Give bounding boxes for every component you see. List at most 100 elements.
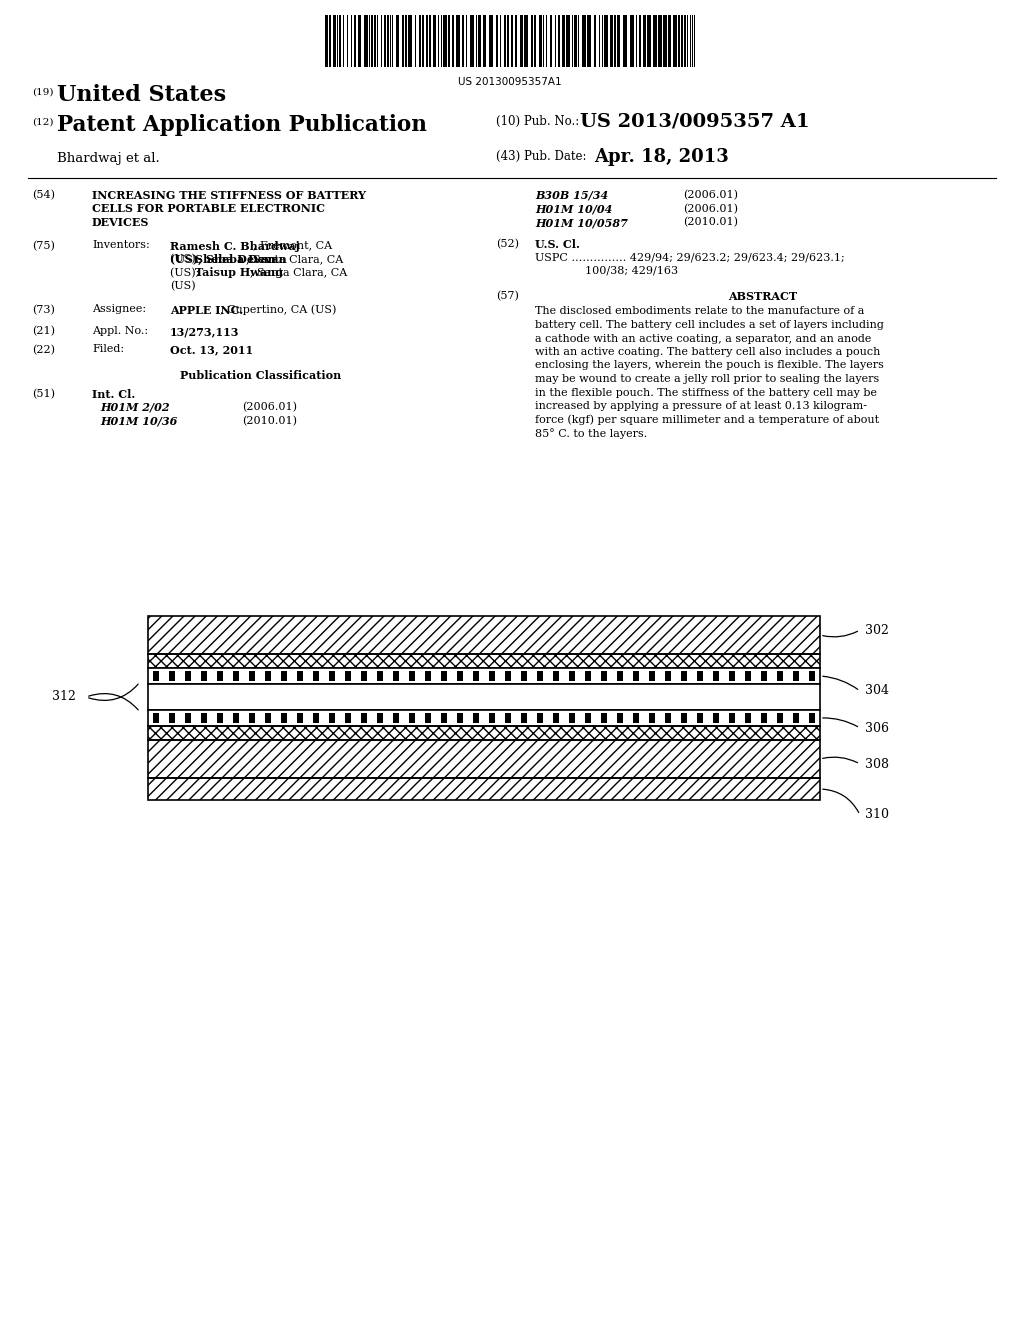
Text: (57): (57) <box>496 290 519 301</box>
Text: US 2013/0095357 A1: US 2013/0095357 A1 <box>580 112 810 129</box>
Bar <box>666 676 671 681</box>
Text: Oct. 13, 2011: Oct. 13, 2011 <box>170 345 253 355</box>
Bar <box>217 676 223 681</box>
Bar <box>649 713 654 718</box>
Text: (US);: (US); <box>170 268 203 277</box>
Bar <box>587 15 591 67</box>
Bar <box>393 713 398 718</box>
Bar <box>745 676 751 681</box>
Bar <box>633 713 639 718</box>
Bar <box>623 15 627 67</box>
Bar <box>681 15 683 67</box>
Bar <box>384 15 386 67</box>
Bar <box>233 671 239 676</box>
Text: H01M 10/0587: H01M 10/0587 <box>535 216 628 228</box>
Bar <box>478 15 481 67</box>
Bar <box>809 671 815 676</box>
Bar <box>586 718 591 723</box>
Bar <box>531 15 534 67</box>
Bar <box>569 718 574 723</box>
Bar <box>617 713 623 718</box>
Bar <box>458 718 463 723</box>
Bar <box>330 671 335 676</box>
Bar <box>169 671 175 676</box>
Bar <box>402 15 404 67</box>
Bar <box>668 15 671 67</box>
Text: 310: 310 <box>865 808 889 821</box>
Bar <box>377 671 383 676</box>
Bar <box>574 15 577 67</box>
Bar <box>449 15 450 67</box>
Bar <box>202 676 207 681</box>
Bar <box>610 15 613 67</box>
Text: (73): (73) <box>32 305 55 314</box>
Bar <box>630 15 634 67</box>
Bar <box>550 15 552 67</box>
Bar <box>393 671 398 676</box>
Bar <box>745 718 751 723</box>
Bar <box>313 713 318 718</box>
Bar <box>617 718 623 723</box>
Text: H01M 10/36: H01M 10/36 <box>100 416 177 426</box>
Bar <box>410 676 415 681</box>
Text: (52): (52) <box>496 239 519 248</box>
Bar <box>441 718 446 723</box>
Bar <box>666 718 671 723</box>
Text: , Santa Clara, CA: , Santa Clara, CA <box>251 268 348 277</box>
Bar <box>233 713 239 718</box>
Bar <box>148 684 820 710</box>
Bar <box>538 676 543 681</box>
Bar <box>185 671 190 676</box>
Bar <box>505 676 511 681</box>
Bar <box>470 15 474 67</box>
Text: ABSTRACT: ABSTRACT <box>728 290 797 302</box>
Bar <box>524 15 528 67</box>
Text: 13/273,113: 13/273,113 <box>170 326 240 337</box>
Text: United States: United States <box>57 84 226 106</box>
Bar <box>169 713 175 718</box>
Bar <box>714 718 719 723</box>
Text: INCREASING THE STIFFNESS OF BATTERY: INCREASING THE STIFFNESS OF BATTERY <box>92 190 366 201</box>
Bar <box>377 718 383 723</box>
Bar <box>441 671 446 676</box>
Bar <box>761 676 767 681</box>
Bar <box>511 15 513 67</box>
Bar <box>473 718 479 723</box>
Bar <box>265 671 270 676</box>
Bar <box>202 671 207 676</box>
Bar <box>496 15 498 67</box>
Bar <box>154 718 159 723</box>
Bar <box>745 713 751 718</box>
Text: (22): (22) <box>32 345 55 355</box>
Bar <box>282 718 287 723</box>
Bar <box>483 15 486 67</box>
Bar <box>202 713 207 718</box>
Bar <box>653 15 657 67</box>
Text: (43) Pub. Date:: (43) Pub. Date: <box>496 150 587 162</box>
Text: 312: 312 <box>52 690 76 704</box>
Text: , Cupertino, CA (US): , Cupertino, CA (US) <box>220 305 336 315</box>
Bar <box>325 15 328 67</box>
Bar <box>729 713 735 718</box>
Bar <box>371 15 373 67</box>
Bar <box>729 718 735 723</box>
Bar <box>617 676 623 681</box>
Text: force (kgf) per square millimeter and a temperature of about: force (kgf) per square millimeter and a … <box>535 414 880 425</box>
Bar <box>777 671 782 676</box>
Bar <box>358 15 361 67</box>
Bar <box>489 671 495 676</box>
Text: Apr. 18, 2013: Apr. 18, 2013 <box>594 148 729 166</box>
Bar <box>601 671 607 676</box>
Bar <box>374 15 376 67</box>
Text: APPLE INC.: APPLE INC. <box>170 305 243 315</box>
Bar <box>148 616 820 653</box>
Bar <box>569 713 574 718</box>
Bar <box>354 15 356 67</box>
Bar <box>697 718 702 723</box>
Text: 308: 308 <box>865 758 889 771</box>
Text: increased by applying a pressure of at least 0.13 kilogram-: increased by applying a pressure of at l… <box>535 401 867 411</box>
Bar <box>505 713 511 718</box>
Bar <box>777 676 782 681</box>
Bar <box>313 676 318 681</box>
Text: 306: 306 <box>865 722 889 734</box>
